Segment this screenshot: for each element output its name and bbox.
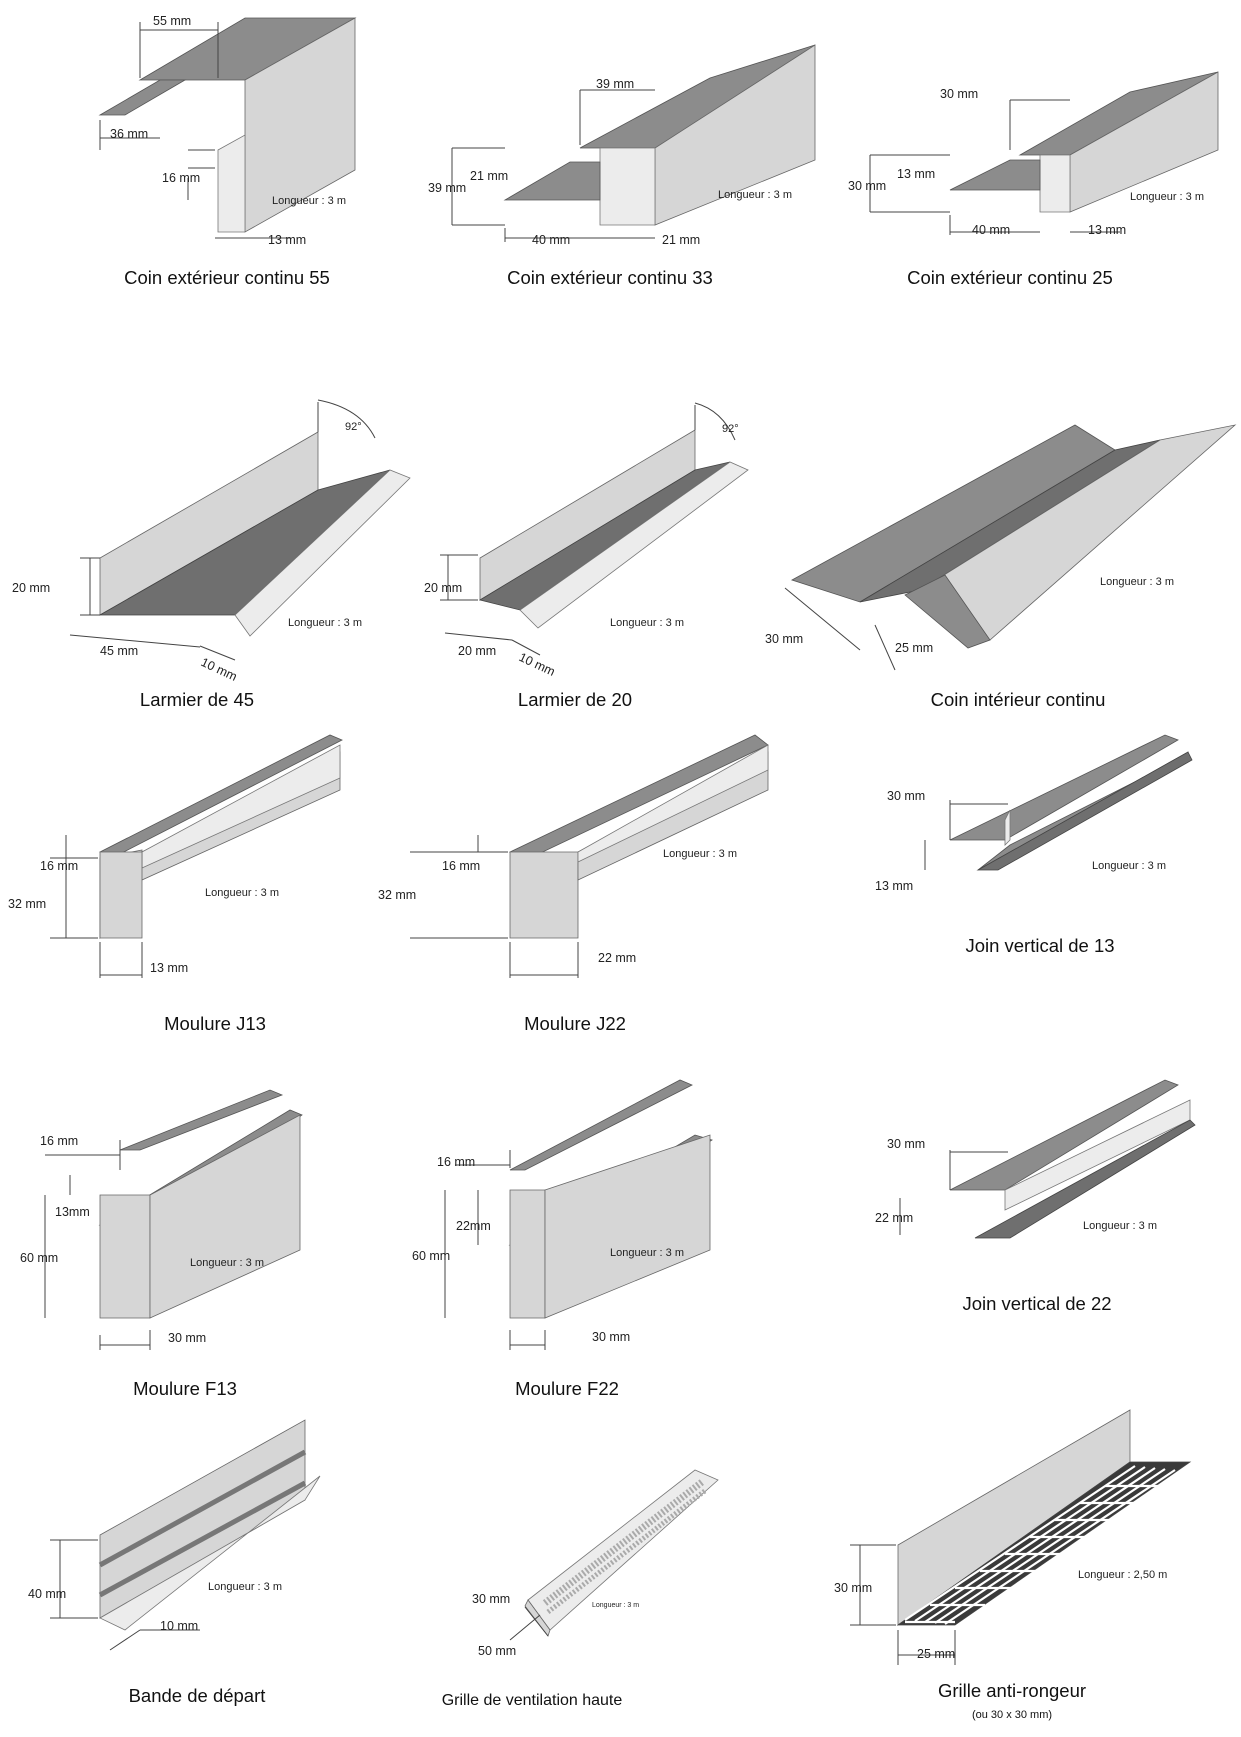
dim-label: 30 mm — [168, 1331, 206, 1345]
length-label: Longueur : 3 m — [190, 1257, 264, 1269]
profile-jv13: 30 mm 13 mm Longueur : 3 m Join vertical… — [875, 734, 1193, 956]
profile-caption: Coin extérieur continu 33 — [507, 267, 713, 288]
dim-label: 32 mm — [8, 897, 46, 911]
length-label: Longueur : 3 m — [610, 617, 684, 629]
dim-label: 20 mm — [458, 644, 496, 658]
profile-note: (ou 30 x 30 mm) — [972, 1709, 1052, 1721]
profile-f13: 16 mm 13mm 60 mm 30 mm Longueur : 3 m Mo… — [20, 1089, 303, 1399]
length-label: Longueur : 3 m — [205, 887, 279, 899]
profile-f22: 16 mm 22mm 60 mm 30 mm Longueur : 3 m Mo… — [412, 1079, 713, 1399]
dim-label: 13 mm — [150, 961, 188, 975]
dim-label: 92° — [722, 423, 739, 435]
length-label: Longueur : 3 m — [288, 617, 362, 629]
profile-caption: Coin extérieur continu 25 — [907, 267, 1113, 288]
dim-label: 30 mm — [765, 632, 803, 646]
length-label: Longueur : 3 m — [718, 189, 792, 201]
profile-caption: Grille anti-rongeur — [938, 1680, 1086, 1701]
profile-grille: 30 mm 50 mm Longueur : 3 m Grille de ven… — [442, 1469, 719, 1709]
length-label: Longueur : 3 m — [1130, 191, 1204, 203]
dim-label: 40 mm — [28, 1587, 66, 1601]
profile-j22: 16 mm 32 mm 22 mm Longueur : 3 m Moulure… — [378, 734, 769, 1034]
dim-label: 30 mm — [887, 1137, 925, 1151]
dim-label: 25 mm — [917, 1647, 955, 1661]
dim-label: 55 mm — [153, 14, 191, 28]
mesh-grid — [904, 1465, 1176, 1625]
dim-label: 30 mm — [472, 1592, 510, 1606]
dim-label: 36 mm — [110, 127, 148, 141]
profile-caption: Larmier de 20 — [518, 689, 632, 710]
dim-label: 60 mm — [20, 1251, 58, 1265]
profile-caption: Grille de ventilation haute — [442, 1692, 623, 1709]
dim-label: 30 mm — [592, 1330, 630, 1344]
dim-label: 20 mm — [12, 581, 50, 595]
dim-label: 30 mm — [848, 179, 886, 193]
dim-label: 16 mm — [40, 1134, 78, 1148]
dim-label: 60 mm — [412, 1249, 450, 1263]
profile-larmier20: 92° 20 mm 20 mm 10 mm Longueur : 3 m Lar… — [424, 402, 749, 710]
dim-label: 21 mm — [470, 169, 508, 183]
length-label: Longueur : 3 m — [610, 1247, 684, 1259]
dim-label: 32 mm — [378, 888, 416, 902]
profile-caption: Moulure J13 — [164, 1013, 266, 1034]
profile-jv22: 30 mm 22 mm Longueur : 3 m Join vertical… — [875, 1079, 1196, 1314]
dim-label: 40 mm — [972, 223, 1010, 237]
dim-label: 30 mm — [834, 1581, 872, 1595]
profile-caption: Larmier de 45 — [140, 689, 254, 710]
profile-caption: Moulure F22 — [515, 1378, 619, 1399]
dim-label: 13 mm — [875, 879, 913, 893]
dim-label: 16 mm — [442, 859, 480, 873]
dim-label: 45 mm — [100, 644, 138, 658]
dim-label: 13 mm — [897, 167, 935, 181]
length-label: Longueur : 3 m — [1083, 1220, 1157, 1232]
dim-label: 16 mm — [437, 1155, 475, 1169]
profile-coin55: 55 mm 36 mm 16 mm 13 mm Longueur : 3 m C… — [98, 14, 357, 288]
dim-label: 16 mm — [162, 171, 200, 185]
length-label: Longueur : 3 m — [272, 195, 346, 207]
length-label: Longueur : 3 m — [208, 1581, 282, 1593]
dim-label: 39 mm — [596, 77, 634, 91]
dim-label: 30 mm — [887, 789, 925, 803]
length-label: Longueur : 3 m — [1092, 860, 1166, 872]
dim-label: 92° — [345, 421, 362, 433]
profile-caption: Join vertical de 22 — [962, 1293, 1111, 1314]
length-label: Longueur : 3 m — [663, 848, 737, 860]
profile-caption: Coin intérieur continu — [931, 689, 1106, 710]
profile-caption: Coin extérieur continu 55 — [124, 267, 330, 288]
length-label: Longueur : 3 m — [592, 1602, 639, 1609]
profile-rongeur: 30 mm 25 mm Longueur : 2,50 m Grille ant… — [834, 1409, 1192, 1721]
profile-bande: 40 mm 10 mm Longueur : 3 m Bande de dépa… — [28, 1419, 321, 1706]
profile-coinint: 30 mm 25 mm Longueur : 3 m Coin intérieu… — [765, 424, 1237, 710]
dim-label: 30 mm — [940, 87, 978, 101]
vent-holes — [542, 1479, 708, 1614]
dim-label: 50 mm — [478, 1644, 516, 1658]
profile-larmier45: 92° 20 mm 45 mm 10 mm Longueur : 3 m Lar… — [12, 399, 411, 710]
profile-j13: 16 mm 32 mm 13 mm Longueur : 3 m Moulure… — [8, 734, 343, 1034]
dim-label: 10 mm — [517, 650, 558, 679]
dim-label: 20 mm — [424, 581, 462, 595]
dim-label: 13 mm — [1088, 223, 1126, 237]
dim-label: 39 mm — [428, 181, 466, 195]
dim-label: 22 mm — [598, 951, 636, 965]
dim-label: 16 mm — [40, 859, 78, 873]
profile-caption: Bande de départ — [129, 1685, 266, 1706]
dim-label: 10 mm — [160, 1619, 198, 1633]
dim-label: 22 mm — [875, 1211, 913, 1225]
dim-label: 22mm — [456, 1219, 491, 1233]
dim-label: 13mm — [55, 1205, 90, 1219]
profile-caption: Moulure J22 — [524, 1013, 626, 1034]
profile-coin25: 30 mm 13 mm 30 mm 40 mm 13 mm Longueur :… — [848, 71, 1219, 288]
dim-label: 21 mm — [662, 233, 700, 247]
dim-label: 40 mm — [532, 233, 570, 247]
dim-label: 13 mm — [268, 233, 306, 247]
length-label: Longueur : 2,50 m — [1078, 1569, 1167, 1581]
profile-caption: Join vertical de 13 — [965, 935, 1114, 956]
profile-coin33: 39 mm 21 mm 39 mm 40 mm 21 mm Longueur :… — [428, 44, 816, 288]
dim-label: 25 mm — [895, 641, 933, 655]
length-label: Longueur : 3 m — [1100, 576, 1174, 588]
profile-caption: Moulure F13 — [133, 1378, 237, 1399]
